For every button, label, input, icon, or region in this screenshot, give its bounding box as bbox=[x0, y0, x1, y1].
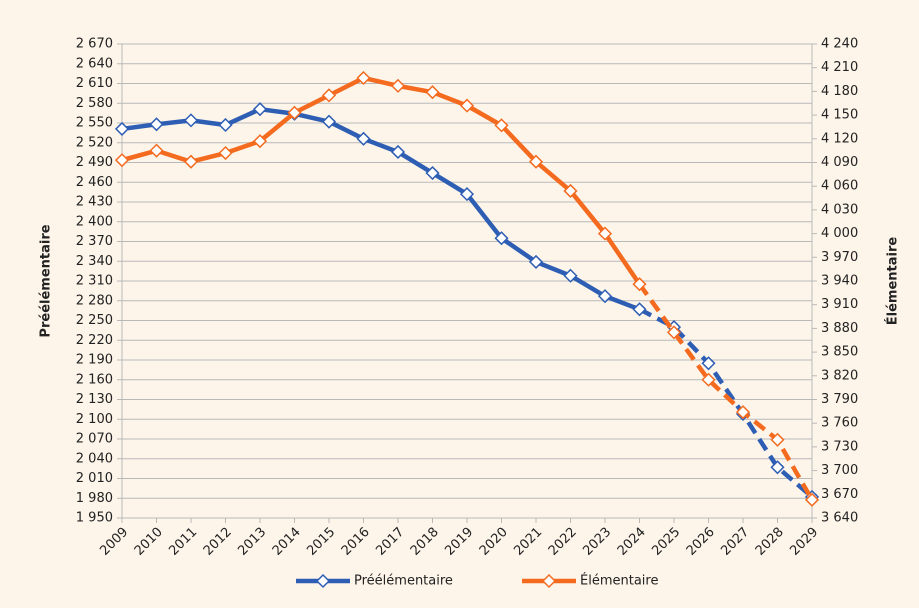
line-projection bbox=[637, 282, 814, 501]
y-tick-label: 2 220 bbox=[76, 333, 113, 348]
y-tick-label: 2 400 bbox=[76, 214, 113, 229]
y2-tick-label: 3 790 bbox=[821, 392, 858, 407]
marker bbox=[701, 356, 716, 371]
legend-marker bbox=[541, 573, 557, 589]
marker bbox=[114, 153, 130, 168]
line bbox=[121, 75, 642, 286]
y-tick-label: 2 250 bbox=[76, 313, 113, 328]
y2-tick-label: 3 910 bbox=[821, 297, 858, 312]
y-tick-label: 1 980 bbox=[76, 491, 113, 506]
y2-tick-label: 4 060 bbox=[821, 179, 858, 194]
y2-tick-label: 4 150 bbox=[821, 108, 858, 123]
marker bbox=[218, 117, 233, 133]
marker bbox=[632, 277, 647, 292]
y2-tick-label: 3 970 bbox=[821, 250, 858, 265]
y-tick-label: 2 550 bbox=[76, 116, 113, 131]
y-tick-label: 2 580 bbox=[76, 96, 113, 111]
y2-tick-label: 3 730 bbox=[821, 439, 858, 454]
y-tick-label: 2 040 bbox=[76, 451, 113, 466]
marker bbox=[494, 231, 509, 246]
y-tick-label: 2 100 bbox=[76, 412, 113, 427]
marker bbox=[563, 183, 578, 199]
y-tick-label: 2 310 bbox=[76, 274, 113, 289]
y2-axis-title: Élémentaire bbox=[885, 237, 901, 326]
marker bbox=[632, 302, 647, 317]
y-axis-title: Préélémentaire bbox=[39, 224, 54, 337]
y2-tick-label: 3 880 bbox=[821, 321, 858, 336]
y-tick-label: 2 640 bbox=[76, 56, 113, 71]
marker bbox=[494, 118, 509, 133]
marker bbox=[390, 144, 406, 160]
y-tick-label: 2 430 bbox=[76, 195, 113, 210]
y-tick-label: 2 340 bbox=[76, 254, 113, 269]
y2-tick-label: 3 760 bbox=[821, 416, 858, 431]
y-tick-label: 2 670 bbox=[76, 37, 113, 52]
marker bbox=[252, 134, 268, 149]
y-tick-label: 2 610 bbox=[76, 76, 113, 91]
legend-label: Préélémentaire bbox=[354, 574, 453, 589]
y2-tick-label: 4 240 bbox=[821, 37, 858, 52]
marker bbox=[149, 117, 164, 132]
marker bbox=[666, 325, 682, 340]
marker bbox=[321, 114, 337, 129]
marker bbox=[356, 70, 371, 86]
marker bbox=[114, 121, 130, 136]
y2-tick-label: 4 000 bbox=[821, 226, 858, 241]
marker bbox=[149, 143, 164, 158]
marker bbox=[390, 78, 406, 93]
marker bbox=[287, 105, 302, 120]
y2-tick-label: 3 850 bbox=[821, 345, 858, 360]
marker bbox=[459, 98, 475, 113]
y2-tick-label: 4 090 bbox=[821, 155, 858, 170]
marker bbox=[459, 187, 475, 202]
marker bbox=[770, 460, 785, 475]
y-tick-label: 2 160 bbox=[76, 372, 113, 387]
y2-tick-label: 4 030 bbox=[821, 202, 858, 217]
marker bbox=[563, 268, 578, 283]
marker bbox=[218, 145, 233, 161]
y2-tick-label: 4 210 bbox=[821, 60, 858, 75]
marker bbox=[425, 165, 440, 181]
y-tick-label: 2 190 bbox=[76, 353, 113, 368]
y2-tick-label: 3 640 bbox=[821, 511, 858, 526]
line bbox=[121, 106, 641, 312]
legend-marker bbox=[315, 573, 331, 589]
marker bbox=[321, 88, 337, 103]
y2-tick-label: 3 700 bbox=[821, 463, 858, 478]
y2-tick-label: 4 180 bbox=[821, 84, 858, 99]
marker bbox=[356, 131, 371, 146]
y-tick-label: 2 010 bbox=[76, 471, 113, 486]
marker bbox=[597, 226, 613, 241]
y-tick-label: 2 280 bbox=[76, 293, 113, 308]
marker bbox=[735, 405, 751, 420]
y2-tick-label: 3 820 bbox=[821, 368, 858, 383]
marker bbox=[804, 492, 820, 507]
y-tick-label: 2 520 bbox=[76, 135, 113, 150]
y-tick-label: 2 370 bbox=[76, 234, 113, 249]
legend-label: Élémentaire bbox=[580, 573, 658, 589]
y-tick-label: 1 950 bbox=[76, 511, 113, 526]
y-tick-label: 2 130 bbox=[76, 392, 113, 407]
marker bbox=[597, 289, 613, 304]
y2-tick-label: 4 120 bbox=[821, 131, 858, 146]
y-tick-label: 2 490 bbox=[76, 155, 113, 170]
marker bbox=[183, 154, 199, 169]
marker bbox=[528, 254, 544, 269]
marker bbox=[701, 372, 716, 387]
y-tick-label: 2 460 bbox=[76, 175, 113, 190]
y2-tick-label: 3 670 bbox=[821, 487, 858, 502]
marker bbox=[770, 432, 785, 447]
y-tick-label: 2 070 bbox=[76, 432, 113, 447]
y2-tick-label: 3 940 bbox=[821, 274, 858, 289]
marker bbox=[252, 102, 268, 117]
marker bbox=[425, 85, 440, 100]
marker bbox=[528, 154, 544, 169]
marker bbox=[183, 113, 199, 128]
